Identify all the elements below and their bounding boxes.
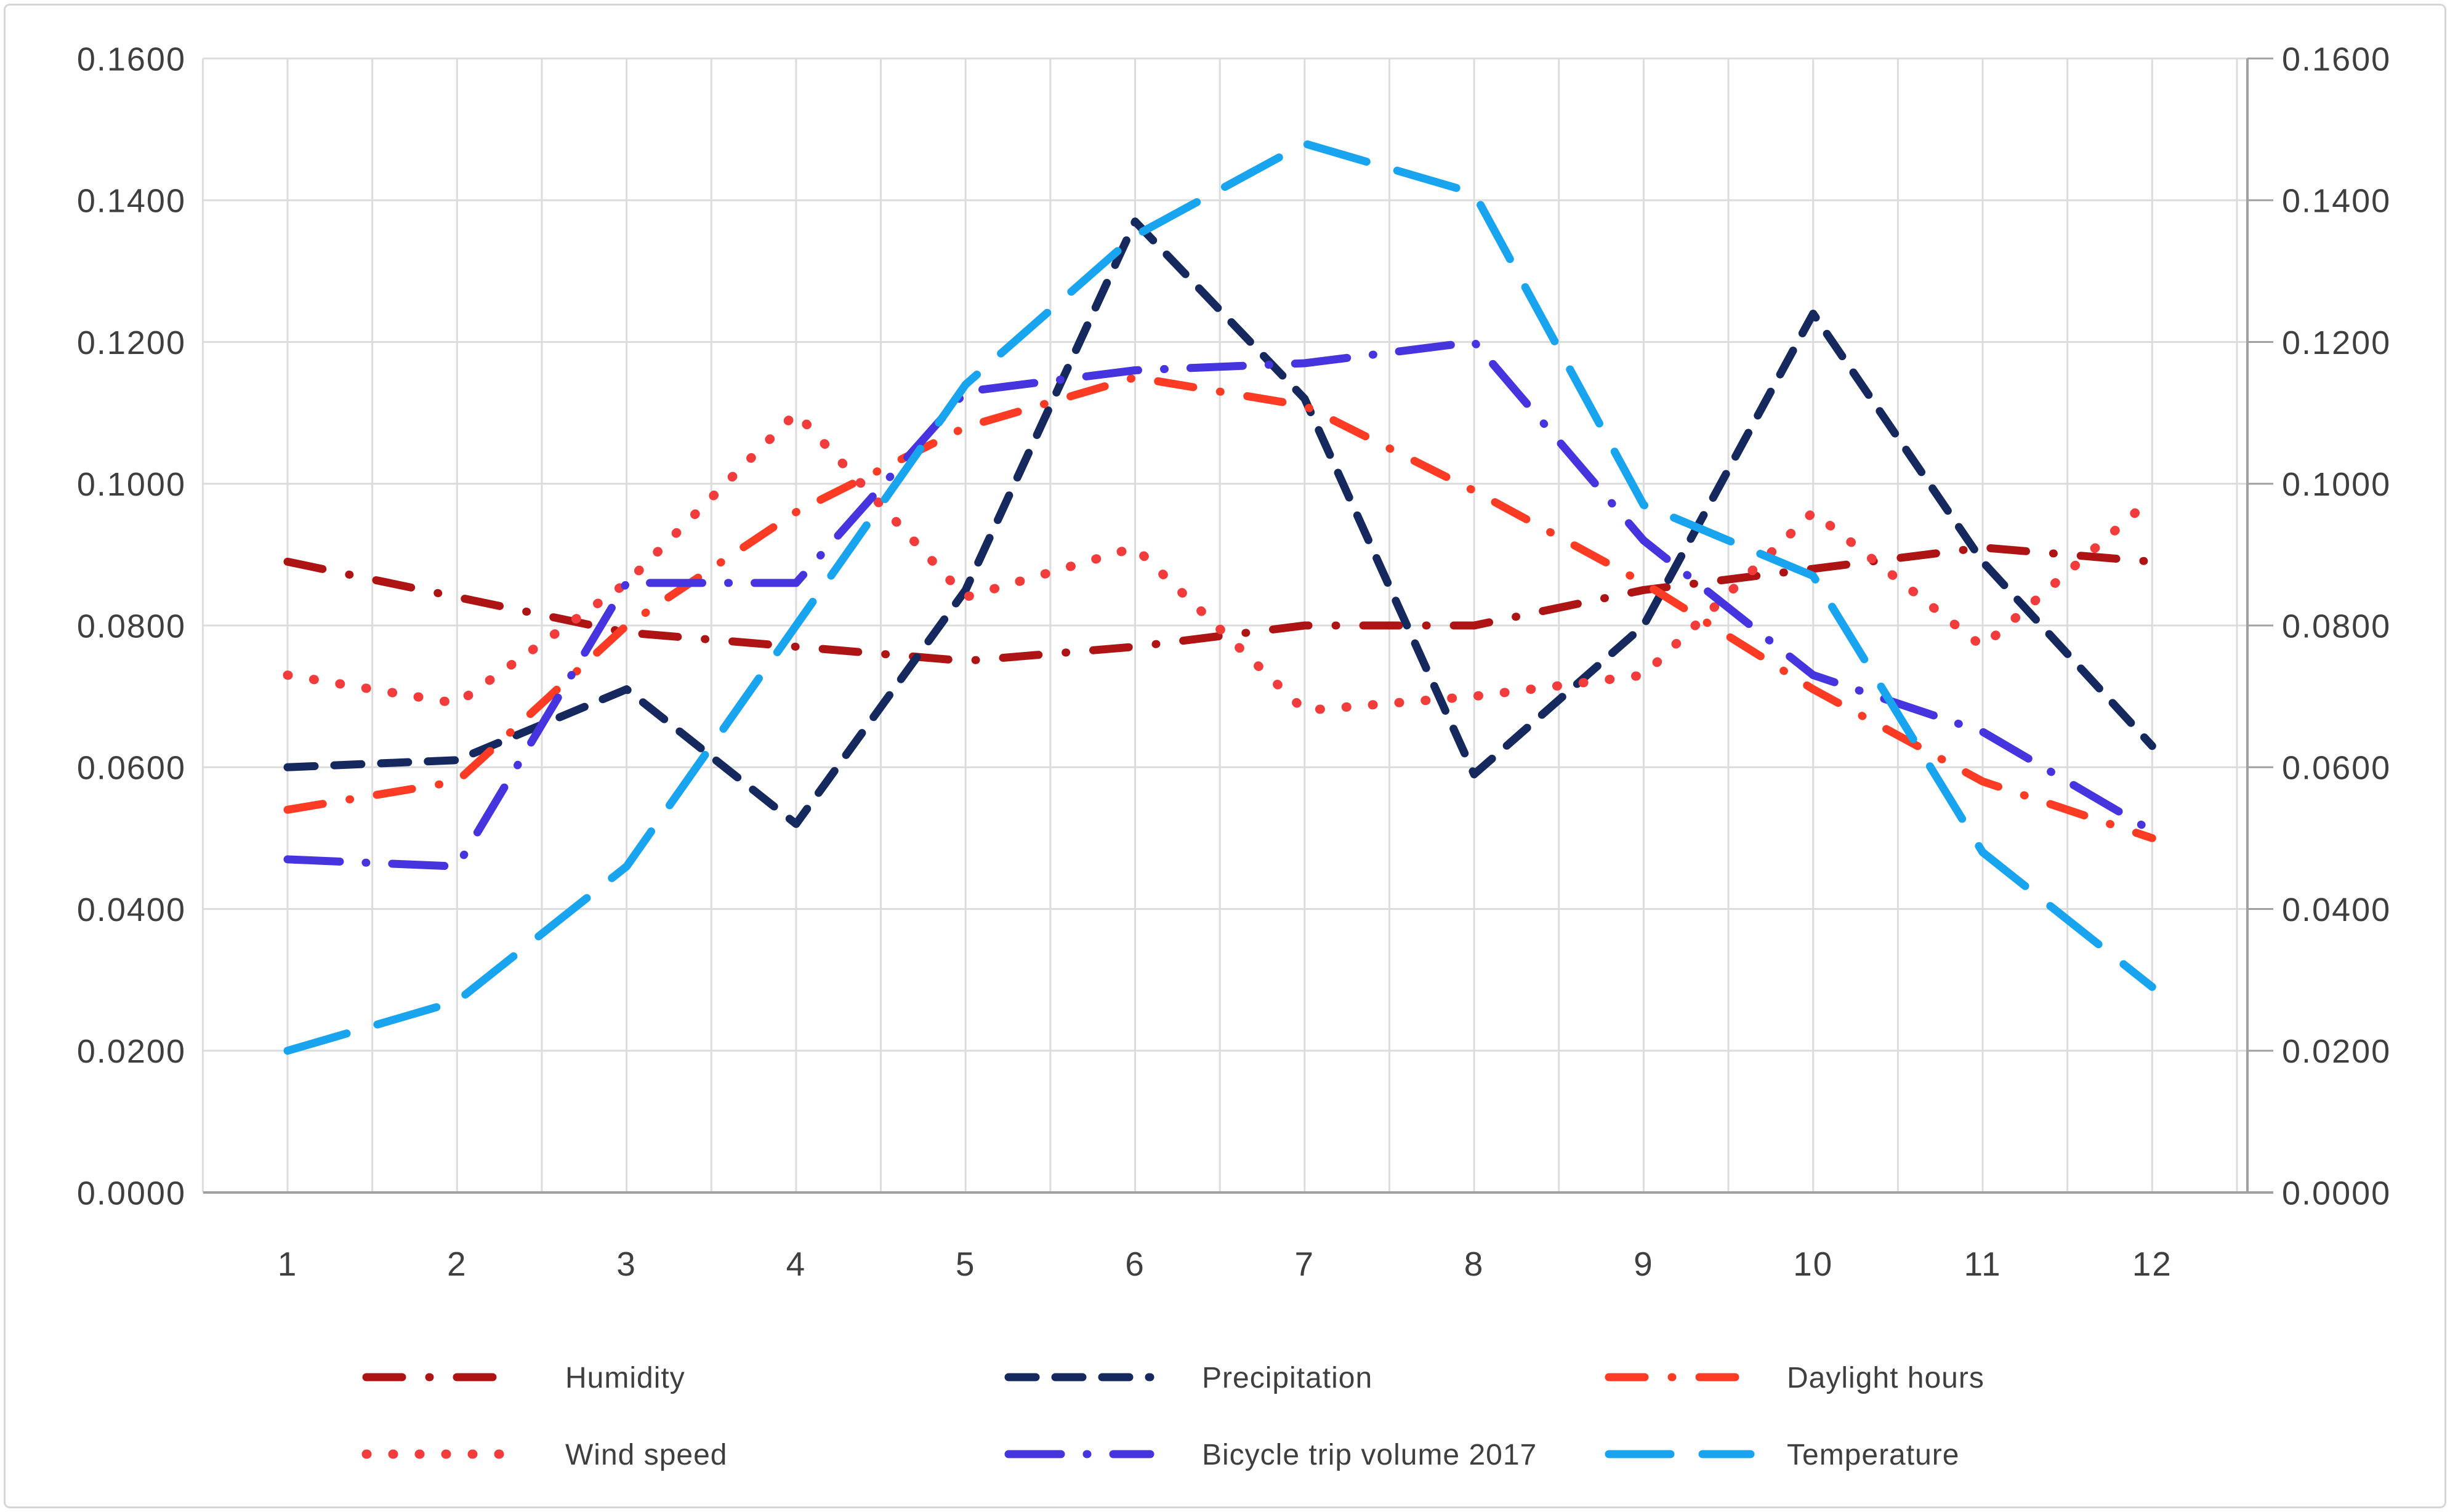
y-axis-label-left: 0.0600 [77,750,186,787]
x-axis-label: 9 [1634,1245,1654,1283]
x-axis-label: 1 [278,1245,298,1283]
series-line-humidity [283,543,2156,666]
x-axis-label: 5 [956,1245,976,1283]
x-axis-label: 11 [1964,1245,2001,1283]
series-line-precipitation [283,217,2156,828]
y-axis-label-left: 0.0000 [77,1175,186,1212]
x-axis-label: 10 [1793,1245,1833,1283]
y-axis-label-left: 0.0400 [77,891,186,928]
y-axis-label-left: 0.1200 [77,324,186,361]
x-axis-label: 8 [1464,1245,1485,1283]
y-axis-label-right: 0.0800 [2282,608,2391,645]
x-axis-label: 2 [447,1245,467,1283]
series-line-wind-speed [283,408,2157,715]
legend-label-bicycle-trip-volume-2017: Bicycle trip volume 2017 [1202,1439,1537,1471]
legend-label-wind-speed: Wind speed [565,1439,727,1471]
y-axis-label-right: 0.1000 [2282,466,2391,503]
x-axis-label: 12 [2132,1245,2172,1283]
y-axis-label-right: 0.0600 [2282,750,2391,787]
legend-label-temperature: Temperature [1787,1439,1959,1471]
series-line-bicycle-trip-volume-2017 [283,338,2156,871]
y-axis-label-left: 0.0200 [77,1033,186,1070]
y-axis-label-right: 0.1600 [2282,41,2391,78]
x-axis-label: 4 [786,1245,807,1283]
y-axis-label-left: 0.1400 [77,183,186,220]
legend-label-precipitation: Precipitation [1202,1362,1372,1394]
legend-label-humidity: Humidity [565,1362,685,1394]
figure-border [4,4,2446,1508]
y-axis-label-right: 0.0000 [2282,1175,2391,1212]
series-line-daylight-hours [283,373,2156,842]
x-axis-label: 7 [1295,1245,1315,1283]
y-axis-label-left: 0.1600 [77,41,186,78]
y-axis-label-right: 0.0200 [2282,1033,2391,1070]
x-axis-label: 3 [616,1245,637,1283]
x-axis-label: 6 [1125,1245,1145,1283]
series-line-temperature [283,139,2156,1055]
y-axis-label-right: 0.1200 [2282,324,2391,361]
y-axis-label-left: 0.0800 [77,608,186,645]
y-axis-label-right: 0.1400 [2282,183,2391,220]
y-axis-label-right: 0.0400 [2282,891,2391,928]
legend-label-daylight-hours: Daylight hours [1787,1362,1985,1394]
y-axis-label-left: 0.1000 [77,466,186,503]
